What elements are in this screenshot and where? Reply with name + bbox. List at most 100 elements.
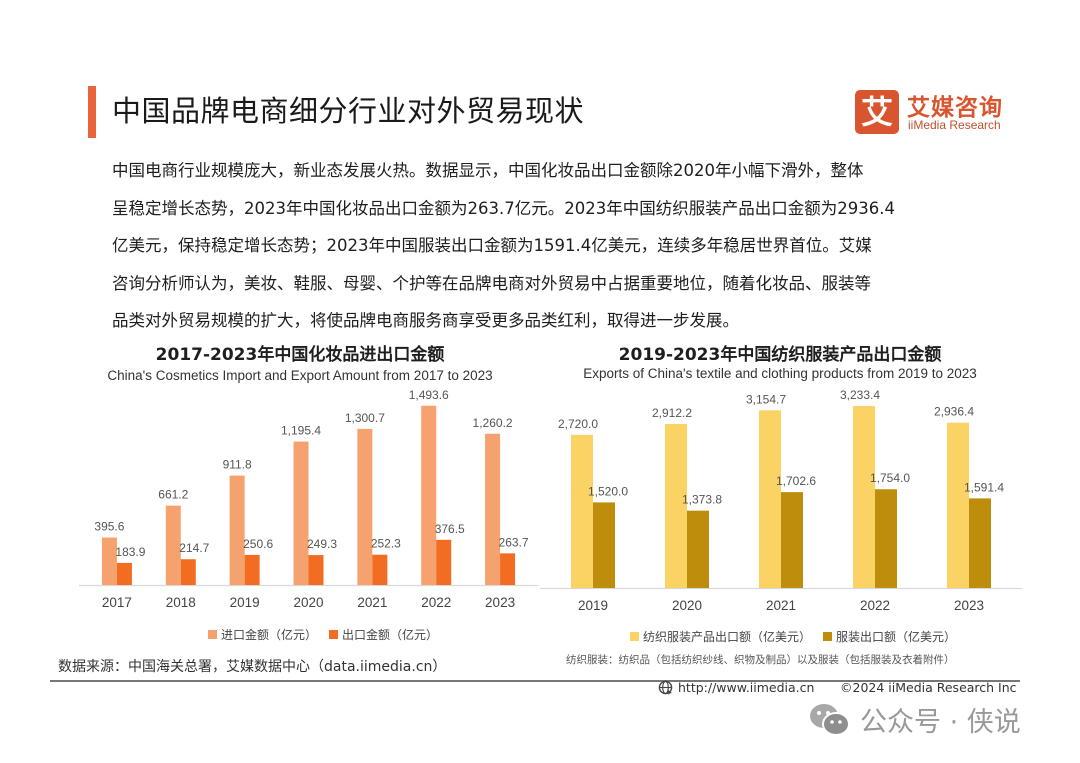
footer-copyright: ©2024 iiMedia Research Inc	[840, 680, 1017, 695]
logo-mark-icon: 艾	[855, 90, 899, 134]
data-label: 2,936.4	[934, 405, 974, 419]
textile-chart-subtitle: Exports of China's textile and clothing …	[583, 366, 977, 381]
bar-series2-2023	[969, 498, 991, 588]
bar-series1-2018	[165, 505, 181, 585]
paragraph-line: 呈稳定增长态势，2023年中国化妆品出口金额为263.7亿元。2023年中国纺织…	[112, 198, 895, 218]
legend-swatch-clothing	[823, 632, 833, 641]
legend-swatch-import	[208, 630, 217, 639]
data-label: 1,493.6	[409, 388, 449, 402]
data-label: 3,233.4	[840, 388, 880, 402]
bar-series2-2019	[593, 502, 615, 588]
bar-series2-2019	[244, 554, 260, 585]
bar-series1-2020	[293, 441, 309, 585]
cosmetics-chart-subtitle: China's Cosmetics Import and Export Amou…	[107, 368, 493, 383]
logo-chinese-name: 艾媒咨询	[907, 95, 1003, 121]
x-tick-label: 2017	[102, 595, 132, 610]
watermark-text: 公众号 · 侠说	[860, 707, 1021, 738]
bar-series2-2020	[308, 555, 324, 585]
title-accent-bar	[88, 86, 96, 138]
logo-english-name: iiMedia Research	[908, 118, 1001, 132]
data-label: 1,520.0	[588, 484, 628, 498]
data-label: 252.3	[371, 537, 401, 551]
data-label: 1,195.4	[281, 424, 321, 438]
cosmetics-legend: 进口金额（亿元） 出口金额（亿元）	[208, 626, 444, 643]
textile-definition-note: 纺织服装：纺织品（包括纺织纱线、织物及制品）以及服装（包括服装及衣着附件）	[566, 654, 955, 666]
x-tick-label: 2019	[578, 598, 608, 613]
legend-swatch-export	[329, 630, 339, 639]
bar-series2-2020	[687, 510, 709, 588]
bar-series1-2017	[101, 537, 117, 585]
data-label: 661.2	[158, 488, 188, 502]
paragraph-line: 咨询分析师认为，美妆、鞋服、母婴、个护等在品牌电商对外贸易中占据重要地位，随着化…	[112, 273, 871, 293]
bar-series2-2021	[781, 492, 803, 588]
data-label: 214.7	[179, 541, 209, 555]
bar-series1-2023	[485, 433, 501, 585]
iimedia-logo: 艾 艾媒咨询 iiMedia Research	[855, 90, 1025, 138]
data-label: 183.9	[115, 545, 145, 559]
bar-series1-2022	[853, 405, 875, 588]
bar-series1-2019	[229, 475, 245, 585]
data-label: 2,720.0	[558, 417, 598, 431]
bar-series2-2022	[436, 539, 452, 585]
legend-label-export: 出口金额（亿元）	[342, 628, 439, 642]
data-source: 数据来源：中国海关总署，艾媒数据中心（data.iimedia.cn）	[58, 659, 447, 675]
summary-paragraph: 中国电商行业规模庞大，新业态发展火热。数据显示，中国化妆品出口金额除2020年小…	[112, 152, 978, 340]
legend-label-clothing: 服装出口额（亿美元）	[836, 630, 957, 644]
data-label: 249.3	[307, 537, 337, 551]
x-tick-label: 2020	[672, 598, 702, 613]
page-title: 中国品牌电商细分行业对外贸易现状	[112, 94, 585, 128]
bar-series1-2021	[357, 428, 373, 585]
bar-series1-2019	[571, 434, 593, 588]
x-tick-label: 2018	[166, 595, 196, 610]
data-label: 250.6	[243, 537, 273, 551]
x-tick-label: 2023	[954, 598, 984, 613]
paragraph-line: 亿美元，保持稳定增长态势；2023年中国服装出口金额为1591.4亿美元，连续多…	[112, 236, 872, 256]
legend-item-import: 进口金额（亿元）	[208, 626, 317, 643]
data-label: 395.6	[94, 520, 124, 534]
data-label: 911.8	[223, 458, 252, 472]
bar-series1-2023	[947, 422, 969, 588]
textile-chart-title: 2019-2023年中国纺织服装产品出口金额	[618, 345, 942, 365]
paragraph-line: 品类对外贸易规模的扩大，将使品牌电商服务商享受更多品类红利，取得进一步发展。	[112, 311, 739, 331]
bar-series2-2018	[180, 559, 196, 585]
data-label: 1,260.2	[473, 416, 513, 430]
footer-divider	[50, 680, 1020, 682]
x-tick-label: 2021	[357, 595, 387, 610]
bar-series2-2021	[372, 554, 388, 585]
x-tick-label: 2022	[421, 595, 451, 610]
bar-series2-2017	[116, 562, 132, 585]
bar-series2-2023	[500, 553, 516, 585]
x-tick-label: 2023	[485, 595, 515, 610]
data-label: 1,373.8	[682, 493, 722, 507]
wechat-watermark: 公众号 · 侠说	[808, 700, 1021, 739]
data-label: 376.5	[435, 522, 465, 536]
legend-label-import: 进口金额（亿元）	[221, 628, 318, 642]
bar-series1-2020	[665, 424, 687, 588]
x-tick-label: 2022	[860, 598, 890, 613]
x-tick-label: 2020	[293, 595, 323, 610]
legend-item-textile: 纺织服装产品出口额（亿美元）	[630, 628, 811, 645]
cosmetics-chart-title: 2017-2023年中国化妆品进出口金额	[155, 345, 445, 365]
data-label: 2,912.2	[652, 406, 692, 420]
data-label: 1,591.4	[964, 480, 1004, 494]
data-label: 263.7	[499, 535, 529, 549]
bar-series1-2021	[759, 410, 781, 588]
wechat-icon	[810, 703, 850, 736]
bar-series1-2022	[421, 405, 437, 585]
data-label: 1,702.6	[776, 474, 816, 488]
footer-url-text[interactable]: http://www.iimedia.cn	[678, 680, 815, 695]
bar-series2-2022	[875, 489, 897, 588]
footer-website[interactable]: http://www.iimedia.cn	[658, 680, 814, 695]
textile-legend: 纺织服装产品出口额（亿美元） 服装出口额（亿美元）	[630, 628, 962, 645]
x-tick-label: 2021	[766, 598, 796, 613]
legend-item-clothing: 服装出口额（亿美元）	[823, 628, 956, 645]
legend-item-export: 出口金额（亿元）	[329, 626, 438, 643]
legend-label-textile: 纺织服装产品出口额（亿美元）	[643, 630, 812, 644]
data-label: 1,300.7	[345, 411, 385, 425]
paragraph-line: 中国电商行业规模庞大，新业态发展火热。数据显示，中国化妆品出口金额除2020年小…	[112, 161, 864, 180]
data-label: 1,754.0	[870, 471, 910, 485]
data-label: 3,154.7	[746, 392, 786, 406]
x-tick-label: 2019	[230, 595, 260, 610]
